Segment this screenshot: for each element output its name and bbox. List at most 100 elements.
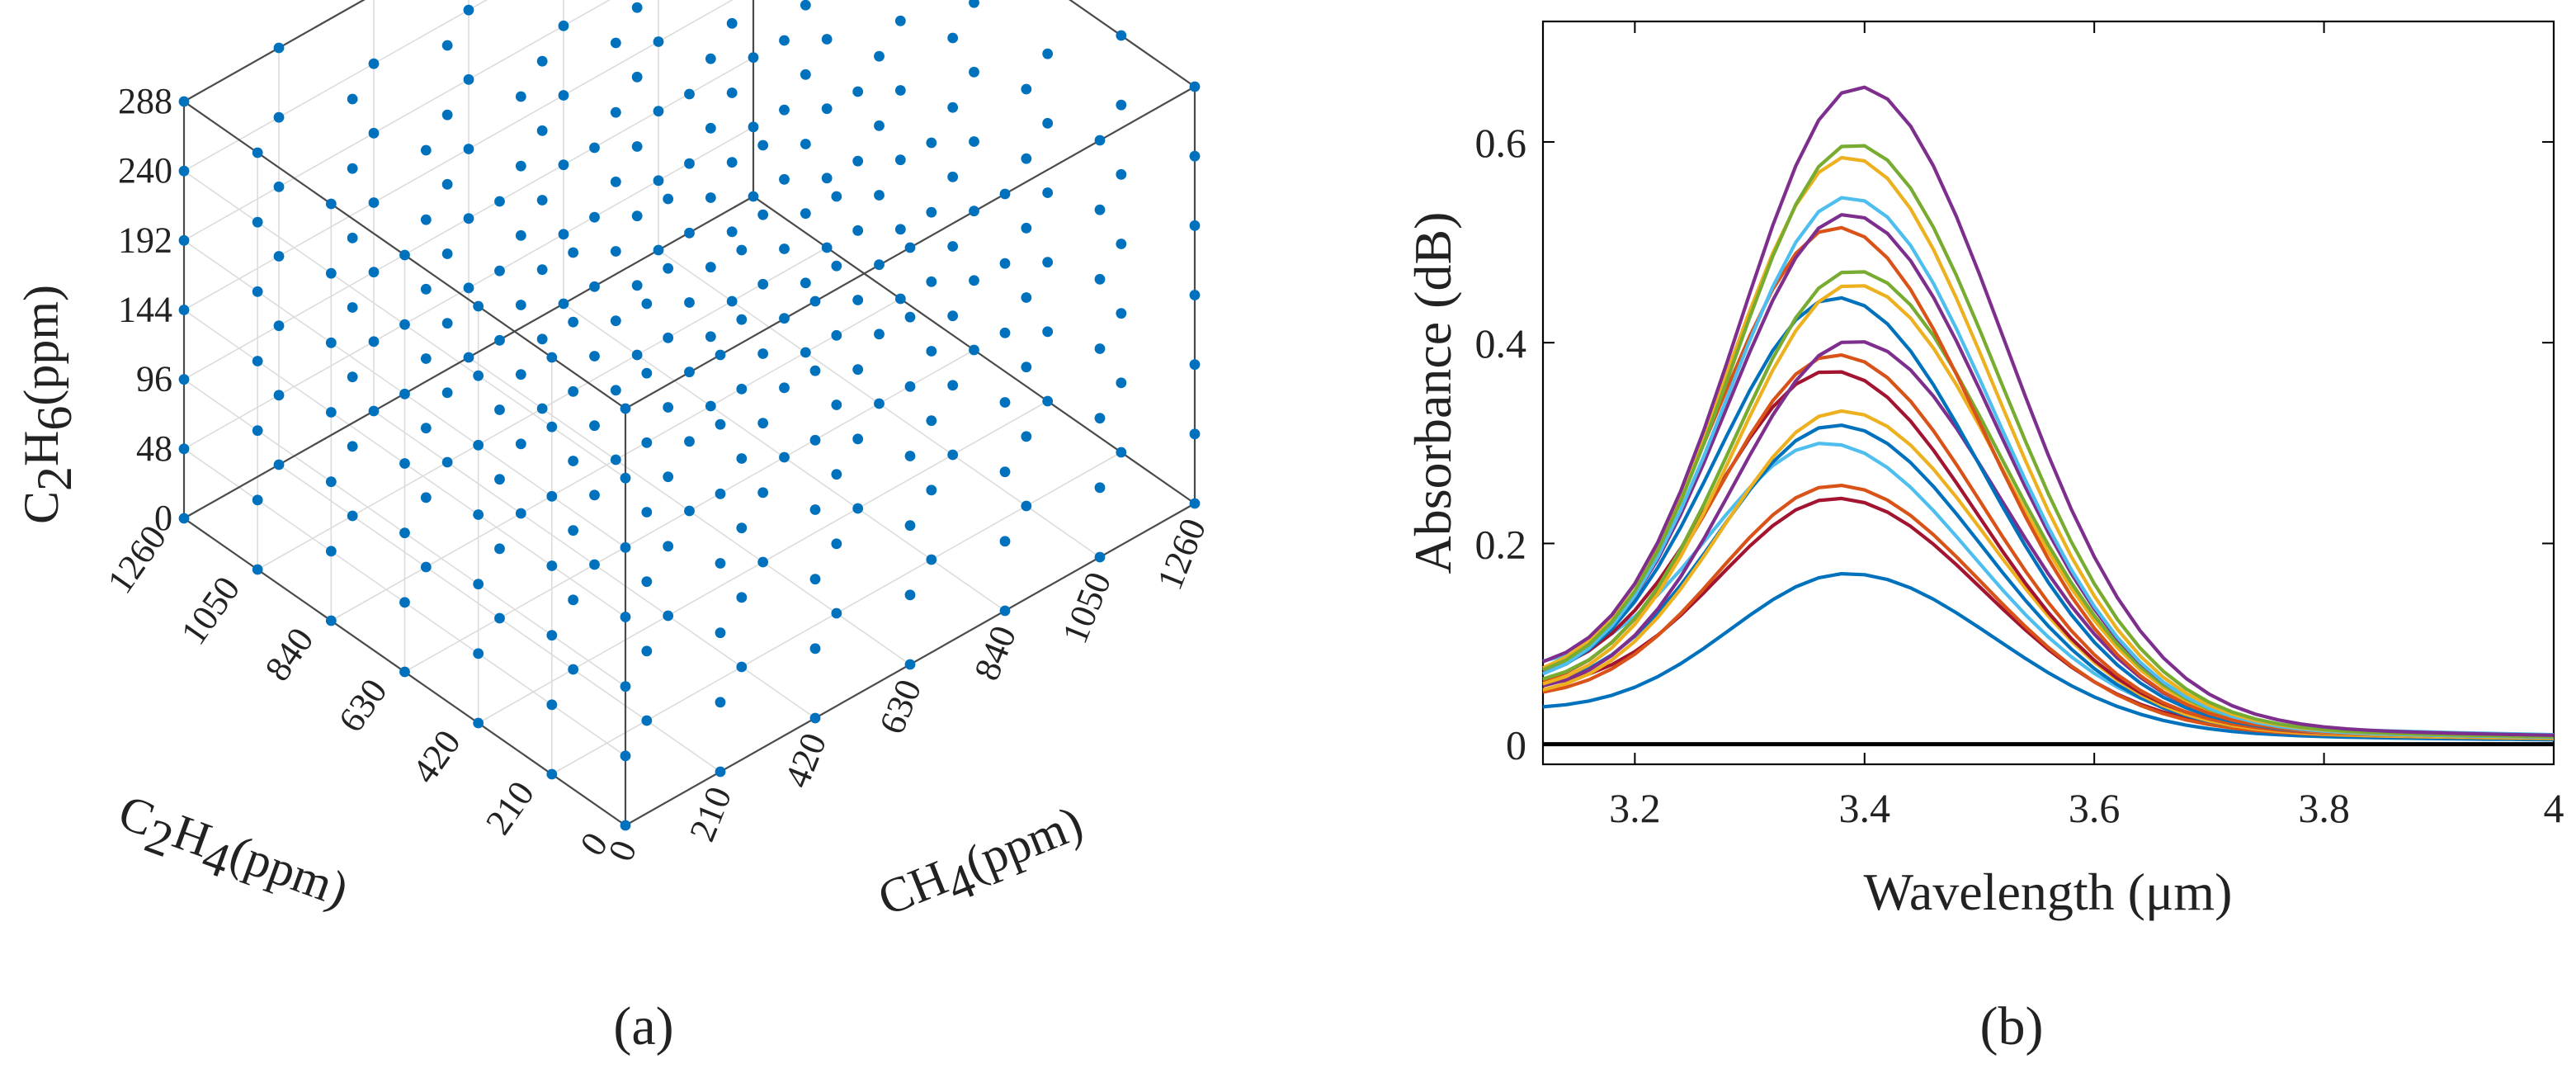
a-data-point — [757, 209, 769, 220]
a-y-tick-label: 420 — [404, 723, 469, 791]
a-data-point — [726, 226, 738, 238]
a-data-point — [631, 2, 643, 13]
a-data-point — [610, 385, 621, 396]
a-data-point — [904, 589, 916, 601]
a-data-point — [620, 403, 631, 414]
a-data-point — [874, 50, 885, 62]
a-data-point — [779, 173, 790, 185]
a-data-point — [473, 439, 484, 451]
a-z-axis-label: C2H6(ppm) — [14, 285, 82, 524]
a-data-point — [441, 318, 453, 329]
a-data-point — [684, 297, 695, 308]
a-data-point — [589, 420, 600, 432]
a-data-point — [178, 165, 190, 177]
a-data-point — [999, 188, 1011, 200]
a-data-point — [831, 329, 842, 341]
a-data-point — [420, 214, 432, 225]
a-data-point — [999, 536, 1011, 547]
a-data-point — [904, 242, 916, 253]
a-data-point — [809, 365, 821, 376]
a-data-point — [558, 20, 569, 31]
a-data-point — [368, 197, 380, 208]
b-series-line-s17 — [1542, 144, 2555, 739]
a-data-point — [546, 560, 558, 571]
a-data-point — [653, 36, 664, 47]
a-data-point — [325, 267, 337, 279]
a-data-point — [663, 402, 674, 413]
a-data-point — [1021, 500, 1032, 512]
a-data-point — [620, 750, 631, 762]
a-data-point — [1094, 551, 1106, 563]
a-data-point — [441, 109, 453, 121]
a-y-tick-label: 1050 — [173, 570, 248, 652]
a-data-point — [610, 315, 621, 327]
a-data-point — [874, 329, 885, 340]
b-y-axis-label: Absorbance (dB) — [1404, 212, 1462, 574]
a-y-tick-label: 630 — [331, 672, 395, 740]
a-data-point — [684, 505, 695, 517]
a-data-point — [1116, 447, 1127, 458]
a-data-point — [178, 374, 190, 385]
b-y-tick-label: 0.2 — [1475, 521, 1527, 567]
a-data-point — [631, 141, 643, 152]
a-data-point — [894, 15, 906, 26]
a-data-point — [1094, 343, 1106, 354]
a-data-point — [536, 264, 548, 276]
a-x-tick-label: 420 — [776, 727, 834, 793]
a-data-point — [969, 206, 979, 217]
a-data-point — [1042, 395, 1054, 407]
a-data-point — [347, 510, 358, 522]
a-data-point — [999, 466, 1011, 478]
a-data-point — [1116, 377, 1127, 389]
a-data-point — [463, 213, 474, 225]
a-data-point — [831, 399, 842, 410]
a-data-point — [273, 181, 285, 192]
a-data-point — [852, 225, 864, 236]
a-data-point — [1189, 359, 1201, 371]
a-data-point — [178, 96, 190, 107]
a-data-point — [726, 87, 738, 98]
a-data-point — [852, 86, 864, 97]
a-data-point — [441, 178, 453, 190]
a-z-tick-label: 0 — [154, 498, 172, 538]
a-data-point — [663, 262, 674, 274]
a-data-point — [494, 334, 505, 346]
a-data-points — [178, 0, 1201, 831]
a-data-point — [546, 630, 558, 641]
a-data-point — [589, 559, 600, 570]
a-data-point — [1042, 48, 1054, 59]
a-data-point — [273, 42, 285, 54]
a-data-point — [999, 397, 1011, 408]
a-data-point — [620, 541, 631, 553]
a-data-point — [800, 139, 811, 149]
a-data-point — [252, 147, 263, 158]
a-data-point — [473, 648, 484, 659]
a-data-point — [894, 85, 906, 96]
a-data-point — [705, 331, 716, 343]
b-series-line-s12 — [1542, 270, 2555, 740]
b-y-tick-label: 0.6 — [1475, 120, 1527, 166]
a-data-point — [368, 336, 380, 347]
a-data-point — [1189, 81, 1201, 92]
a-data-point — [1094, 273, 1106, 285]
a-data-point — [399, 597, 410, 608]
a-data-point — [904, 451, 916, 461]
a-data-point — [852, 295, 864, 305]
a-data-point — [821, 103, 833, 115]
a-data-point — [420, 353, 432, 364]
a-data-point — [473, 509, 484, 520]
a-data-point — [663, 193, 674, 205]
a-data-point — [273, 251, 285, 262]
a-data-point — [473, 300, 484, 312]
panel-b-line-chart: 3.2 3.4 3.6 3.8 4 0 0.2 0.4 0.6 Wavelength (μm)… — [1404, 20, 2564, 1056]
a-data-point — [715, 349, 726, 361]
a-data-point — [494, 543, 505, 555]
a-data-point — [809, 712, 821, 724]
a-data-point — [641, 576, 653, 588]
a-x-tick-label: 0 — [601, 834, 645, 867]
a-data-point — [546, 421, 558, 433]
a-data-point — [568, 456, 579, 466]
a-data-point — [589, 351, 600, 362]
a-data-point — [273, 320, 285, 332]
